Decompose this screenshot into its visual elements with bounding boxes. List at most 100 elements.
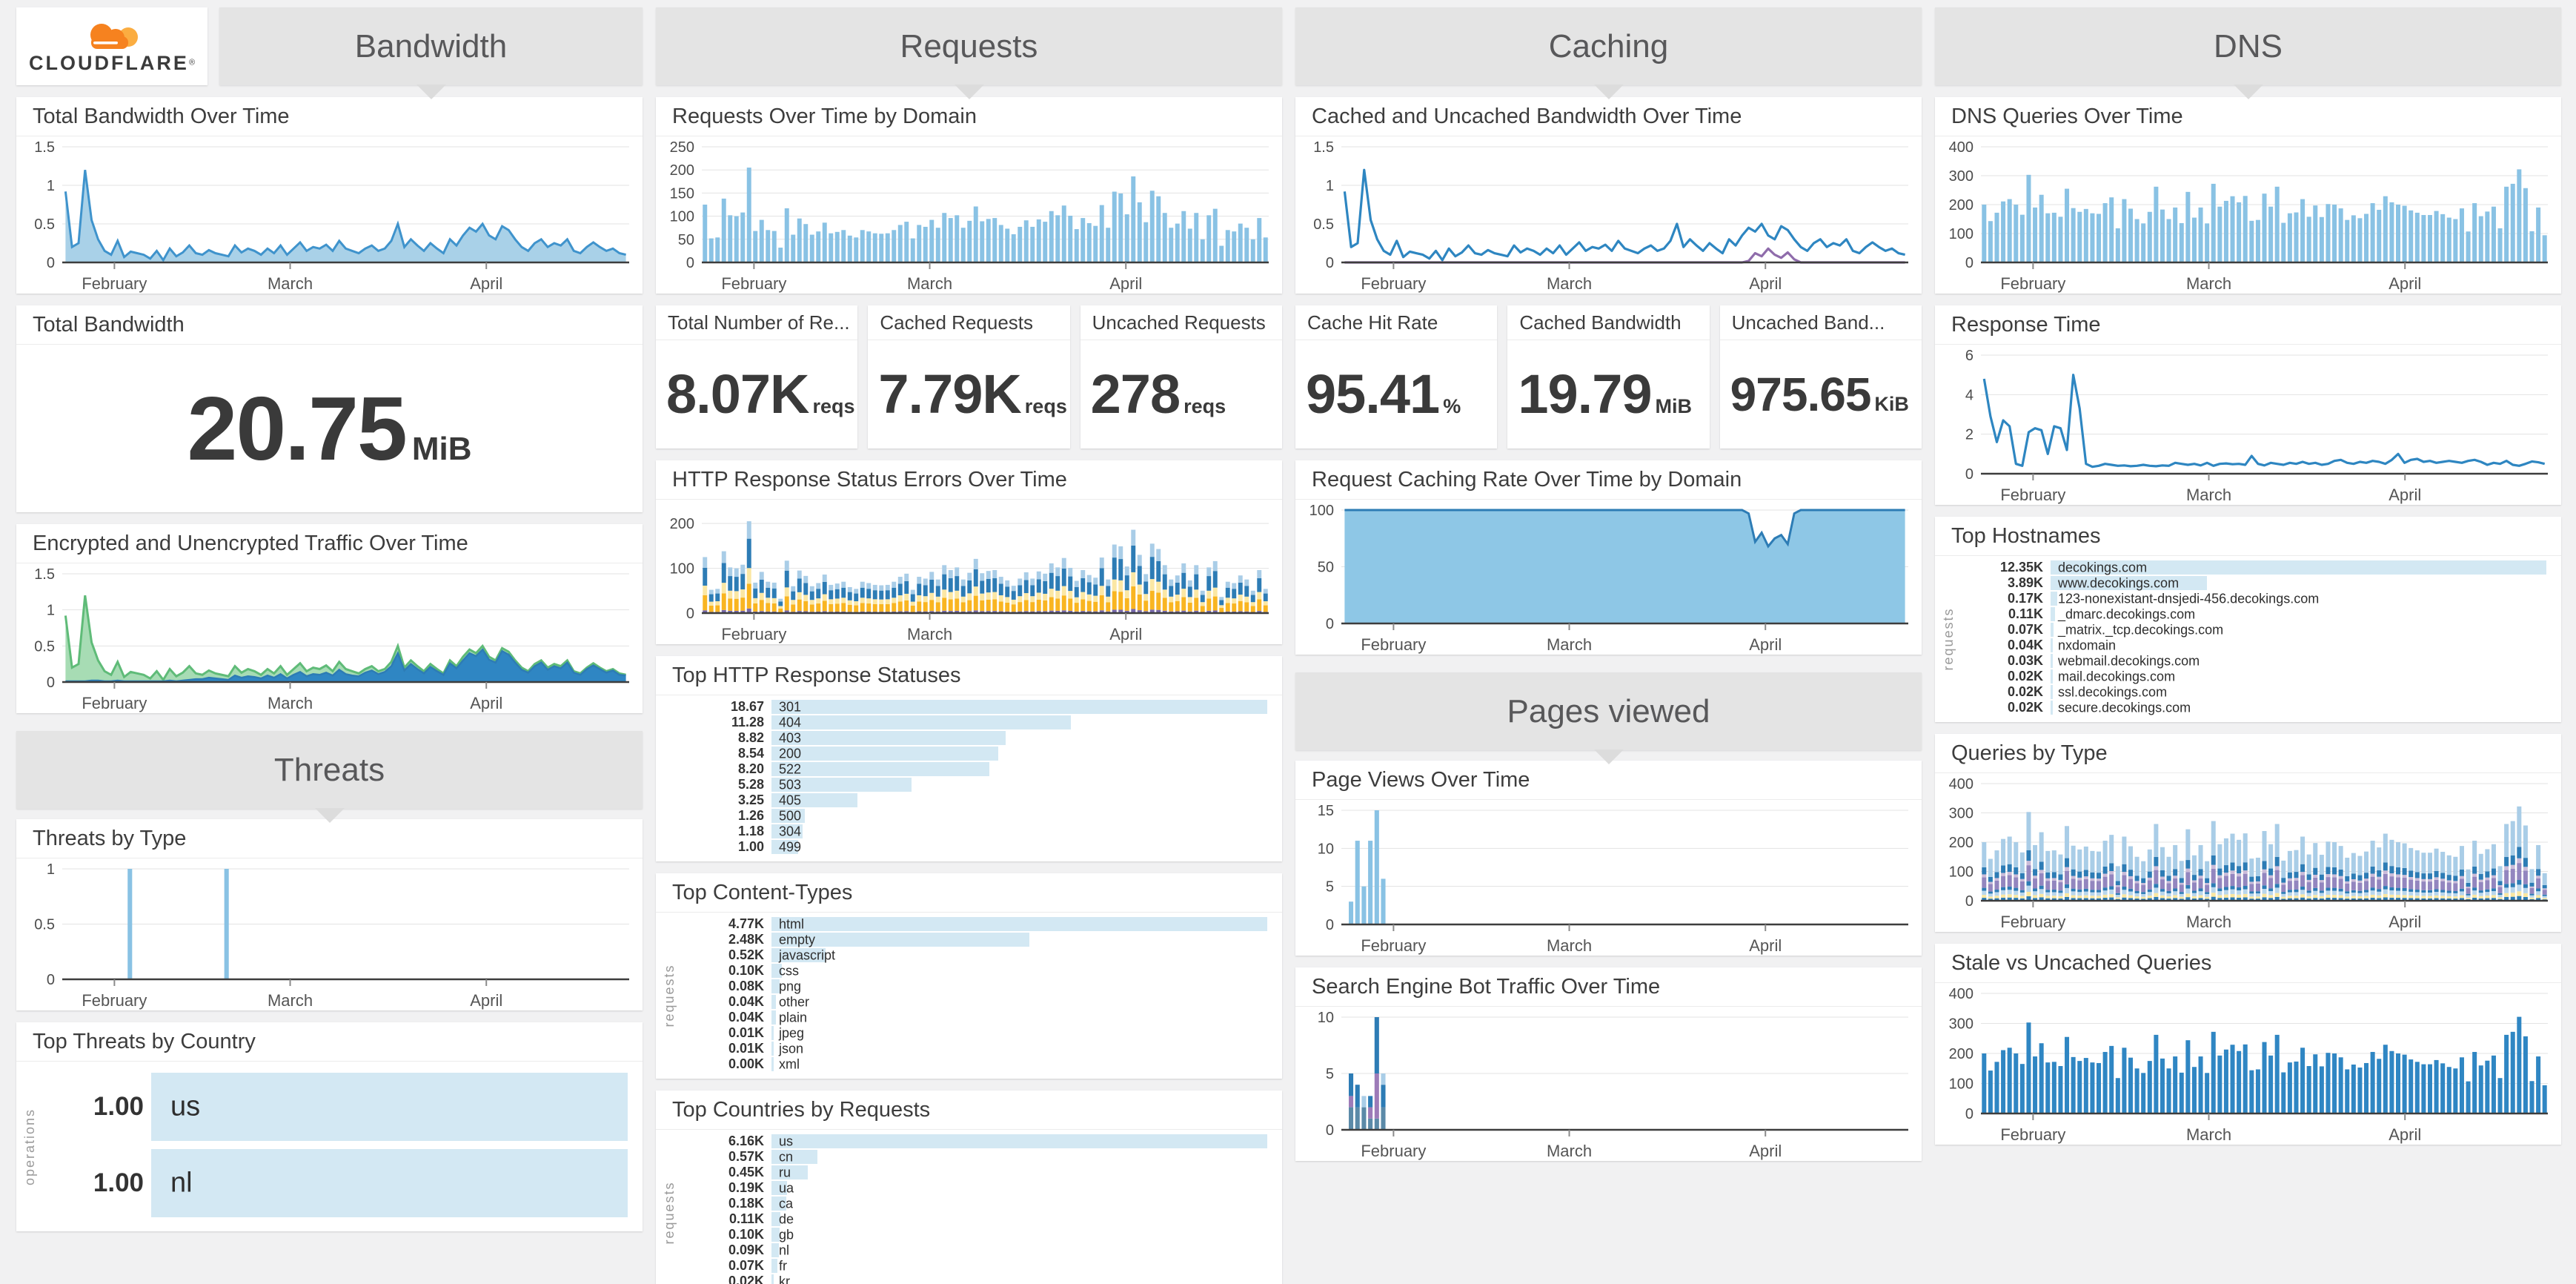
svg-text:February: February — [82, 274, 147, 293]
svg-text:April: April — [470, 991, 502, 1010]
list-row: 0.08K png — [687, 979, 1267, 993]
row-bar-track: ssl.decokings.com — [2051, 684, 2546, 699]
row-bar-track: 304 — [771, 824, 1267, 838]
bot-traffic-chart[interactable]: 0 5 10 February March April — [1295, 1007, 1922, 1161]
row-bar — [2051, 623, 2054, 637]
row-bar-track: nxdomain — [2051, 638, 2546, 652]
row-bar — [771, 778, 912, 792]
list-row: 8.54 200 — [687, 746, 1267, 761]
panel-title: Threats by Type — [16, 819, 643, 858]
panel-title: Stale vs Uncached Queries — [1935, 944, 2561, 983]
svg-text:0: 0 — [1326, 616, 1334, 632]
svg-text:February: February — [82, 991, 147, 1010]
column-caching: Caching Cached and Uncached Bandwidth Ov… — [1295, 7, 1922, 1277]
axis-label: operations — [22, 1108, 37, 1185]
requests-over-time-chart[interactable]: 0 50 100 150 200 250 February March April — [656, 136, 1282, 294]
panel-title: Top HTTP Response Statuses — [656, 656, 1282, 695]
panel-encrypted-traffic: Encrypted and Unencrypted Traffic Over T… — [16, 524, 643, 713]
list-row: 2.48K empty — [687, 932, 1267, 947]
stat-card-uncached-requests: Uncached Requests 278 reqs — [1080, 305, 1282, 449]
dns-queries-chart[interactable]: 0 100 200 300 400 February March April — [1935, 136, 2561, 294]
svg-text:200: 200 — [670, 516, 694, 532]
row-value: 0.02K — [2007, 684, 2043, 699]
panel-title: Top Countries by Requests — [656, 1091, 1282, 1130]
row-bar-track: css — [771, 963, 1267, 978]
chart-svg: 0 100 200 300 400 February March April — [1949, 776, 2548, 931]
caching-rate-chart[interactable]: 0 50 100 February March April — [1295, 500, 1922, 655]
row-bar — [771, 1274, 774, 1284]
row-label: ca — [779, 1196, 794, 1211]
encrypted-traffic-chart[interactable]: 0 0.5 1 1.5 February March April — [16, 563, 643, 713]
list-row: 0.09K nl — [687, 1242, 1267, 1257]
list-row: 1.18 304 — [687, 824, 1267, 838]
row-bar — [2051, 560, 2546, 575]
svg-text:1: 1 — [47, 861, 55, 878]
http-errors-chart[interactable]: 0 100 200 February March April — [656, 500, 1282, 644]
svg-text:4: 4 — [1965, 387, 1974, 403]
panel-total-bandwidth-over-time: Total Bandwidth Over Time 0 0.5 1 1.5 Februa… — [16, 97, 643, 294]
svg-text:April: April — [2389, 486, 2421, 504]
list-row: 0.45K ru — [687, 1165, 1267, 1179]
queries-by-type-chart[interactable]: 0 100 200 300 400 February March April — [1935, 773, 2561, 932]
row-value: 11.28 — [731, 715, 764, 729]
section-title-bandwidth: Bandwidth — [354, 27, 508, 64]
row-value: 1.18 — [737, 824, 764, 838]
row-label: 200 — [779, 746, 802, 761]
row-label: json — [779, 1041, 804, 1056]
row-bar-track: 200 — [771, 746, 1267, 761]
cached-uncached-bandwidth-chart[interactable]: 0 0.5 1 1.5 February March April — [1295, 136, 1922, 294]
svg-text:April: April — [470, 274, 502, 293]
panel-page-views: Page Views Over Time 0 5 10 15 February March… — [1295, 761, 1922, 956]
svg-text:200: 200 — [1949, 835, 1974, 851]
row-bar-track: _matrix._tcp.decokings.com — [2051, 622, 2546, 637]
stale-queries-chart[interactable]: 0 100 200 300 400 February March April — [1935, 983, 2561, 1145]
response-time-chart[interactable]: 0 2 4 6 February March April — [1935, 345, 2561, 505]
list-row: 11.28 404 — [687, 715, 1267, 729]
column-requests: Requests Requests Over Time by Domain 0 5… — [656, 7, 1282, 1284]
threats-by-type-chart[interactable]: 0 0.5 1 February March April — [16, 858, 643, 1010]
row-value: 8.54 — [737, 746, 764, 761]
row-bar-track: 405 — [771, 792, 1267, 807]
total-bandwidth-over-time-chart[interactable]: 0 0.5 1 1.5 February March April — [16, 136, 643, 294]
row-label: nl — [779, 1242, 790, 1257]
page-views-chart[interactable]: 0 5 10 15 February March April — [1295, 800, 1922, 956]
svg-text:February: February — [1361, 1142, 1426, 1160]
row-value: 3.25 — [737, 792, 764, 807]
list-row: 1.00 nl — [47, 1149, 628, 1217]
row-bar — [771, 948, 826, 962]
row-value: 1.00 — [737, 839, 764, 854]
svg-text:5: 5 — [1326, 1066, 1334, 1082]
chart-svg: 0 0.5 1 1.5 February March April — [34, 566, 629, 712]
row-bar — [2051, 607, 2055, 621]
row-bar-track: 404 — [771, 715, 1267, 729]
svg-text:15: 15 — [1318, 803, 1334, 819]
row-value: 0.11K — [2008, 606, 2043, 621]
svg-text:March: March — [1547, 936, 1592, 955]
row-label: decokings.com — [2058, 560, 2148, 575]
svg-text:150: 150 — [670, 185, 694, 202]
list-row: 0.11K _dmarc.decokings.com — [1966, 606, 2546, 621]
row-value: 0.07K — [728, 1258, 764, 1273]
panel-title: Page Views Over Time — [1295, 761, 1922, 800]
row-label: 500 — [779, 808, 802, 823]
row-bar — [2051, 638, 2053, 652]
row-value: 0.00K — [728, 1056, 764, 1071]
row-value: 1.26 — [737, 808, 764, 823]
row-bar — [771, 731, 1006, 745]
stat-label: Uncached Band... — [1719, 305, 1922, 340]
chart-svg: 0 2 4 6 February March April — [1965, 348, 2548, 504]
svg-text:April: April — [1109, 274, 1142, 293]
panel-title: HTTP Response Status Errors Over Time — [656, 460, 1282, 500]
svg-text:0: 0 — [1965, 255, 1974, 271]
list-row: 0.57K cn — [687, 1149, 1267, 1164]
panel-top-content-types: Top Content-Types requests 4.77K html 2.48K… — [656, 873, 1282, 1079]
top-hostnames-list: requests 12.35K decokings.com 3.89K www.deco… — [1935, 556, 2561, 722]
panel-title: DNS Queries Over Time — [1935, 97, 2561, 136]
row-value: 1.00 — [93, 1092, 144, 1121]
row-bar-track: 522 — [771, 761, 1267, 776]
row-label: 503 — [779, 777, 802, 792]
section-title-requests: Requests — [900, 27, 1038, 64]
row-label: _matrix._tcp.decokings.com — [2058, 622, 2224, 637]
list-row: 0.07K fr — [687, 1258, 1267, 1273]
row-label: 403 — [779, 730, 802, 745]
